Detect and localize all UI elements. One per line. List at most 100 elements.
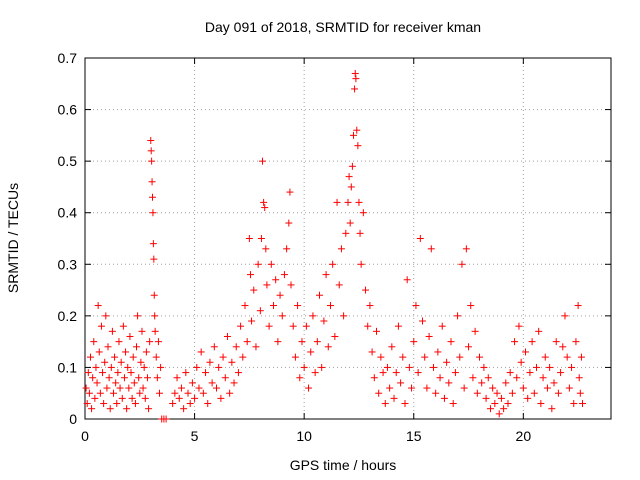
data-point: [146, 338, 154, 346]
data-point: [550, 379, 558, 387]
data-point: [169, 400, 177, 408]
data-point: [331, 332, 339, 340]
data-point: [318, 363, 326, 371]
data-point: [150, 291, 158, 299]
data-point: [460, 384, 468, 392]
data-point: [180, 405, 188, 413]
data-point: [356, 229, 364, 237]
data-point: [419, 317, 427, 325]
data-point: [85, 389, 93, 397]
data-point: [502, 379, 510, 387]
data-point: [232, 343, 240, 351]
data-point: [261, 204, 269, 212]
data-point: [239, 353, 247, 361]
data-point: [458, 260, 466, 268]
data-point: [147, 137, 155, 145]
data-point: [451, 369, 459, 377]
data-point: [122, 348, 130, 356]
data-point: [530, 389, 538, 397]
data-point: [300, 363, 308, 371]
data-point: [84, 369, 92, 377]
data-point: [182, 369, 190, 377]
data-point: [246, 271, 254, 279]
data-point: [265, 322, 273, 330]
data-point: [199, 389, 207, 397]
data-point: [219, 353, 227, 361]
data-point: [307, 348, 315, 356]
data-point: [108, 327, 116, 335]
data-point: [210, 343, 218, 351]
data-point: [346, 219, 354, 227]
data-point: [130, 379, 138, 387]
data-point: [337, 245, 345, 253]
data-point: [206, 358, 214, 366]
data-point: [388, 343, 396, 351]
data-point: [104, 343, 112, 351]
data-point: [508, 389, 516, 397]
data-point: [541, 353, 549, 361]
data-point: [355, 198, 363, 206]
data-point: [383, 363, 391, 371]
data-point: [370, 374, 378, 382]
data-point: [353, 126, 361, 134]
data-point: [326, 302, 334, 310]
data-point: [546, 363, 554, 371]
data-point: [135, 374, 143, 382]
data-point: [133, 343, 141, 351]
data-point: [83, 400, 91, 408]
data-point: [123, 405, 131, 413]
data-points: [82, 69, 587, 423]
data-point: [469, 374, 477, 382]
data-point: [162, 415, 170, 423]
data-point: [375, 389, 383, 397]
data-point: [316, 291, 324, 299]
data-point: [280, 271, 288, 279]
data-point: [390, 394, 398, 402]
data-point: [311, 369, 319, 377]
data-point: [305, 384, 313, 392]
data-point: [103, 384, 111, 392]
data-point: [394, 322, 402, 330]
data-point: [120, 374, 128, 382]
data-point: [125, 384, 133, 392]
data-point: [245, 235, 253, 242]
data-point: [276, 291, 284, 299]
data-point: [230, 379, 238, 387]
data-point: [286, 188, 294, 196]
y-tick-label: 0.7: [58, 50, 78, 66]
data-point: [139, 384, 147, 392]
data-point: [269, 302, 277, 310]
data-point: [372, 327, 380, 335]
data-point: [285, 219, 293, 227]
data-point: [476, 353, 483, 361]
data-point: [147, 147, 155, 155]
data-point: [195, 384, 203, 392]
data-point: [89, 374, 97, 382]
data-point: [347, 183, 355, 191]
data-point: [105, 374, 113, 382]
data-point: [223, 332, 231, 340]
data-point: [495, 410, 503, 418]
grid: [85, 58, 611, 419]
data-point: [150, 255, 158, 263]
data-point: [93, 379, 101, 387]
data-point: [335, 281, 343, 289]
data-point: [298, 338, 306, 346]
data-point: [262, 245, 270, 253]
data-point: [113, 400, 121, 408]
data-point: [291, 353, 299, 361]
data-point: [154, 338, 162, 346]
data-point: [329, 260, 337, 268]
data-point: [260, 198, 268, 206]
data-point: [95, 348, 103, 356]
data-point: [456, 353, 464, 361]
data-point: [151, 312, 159, 320]
x-tick-label: 10: [296, 428, 312, 444]
data-point: [213, 384, 220, 392]
data-point: [107, 363, 115, 371]
data-point: [416, 235, 424, 242]
data-point: [272, 276, 280, 284]
data-point: [401, 400, 409, 408]
data-point: [575, 374, 583, 382]
data-point: [274, 338, 282, 346]
